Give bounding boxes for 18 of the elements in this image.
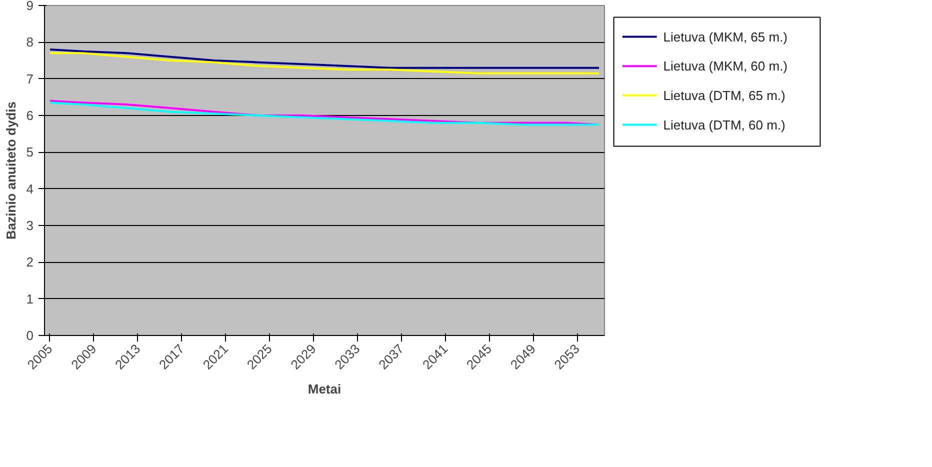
y-tick-label: 7 [26, 71, 34, 86]
legend-label: Lietuva (DTM, 65 m.) [663, 88, 786, 103]
y-tick-label: 0 [26, 328, 34, 343]
y-tick-label: 4 [26, 181, 34, 196]
x-axis-title: Metai [308, 381, 342, 396]
y-tick-label: 1 [26, 291, 34, 306]
legend-label: Lietuva (DTM, 60 m.) [663, 117, 786, 132]
legend-label: Lietuva (MKM, 60 m.) [663, 58, 788, 74]
y-tick-label: 2 [26, 254, 34, 270]
line-series [48, 48, 600, 69]
y-tick-label: 9 [26, 0, 34, 13]
y-tick-label: 6 [26, 108, 34, 123]
y-tick-label: 8 [26, 34, 34, 50]
line-series [48, 52, 600, 74]
legend-label: Lietuva (MKM, 65 m.) [663, 29, 788, 44]
y-tick-label: 5 [26, 144, 34, 160]
y-tick-label: 3 [26, 218, 34, 233]
y-axis-title: Bazinio anuiteto dydis [3, 102, 18, 240]
